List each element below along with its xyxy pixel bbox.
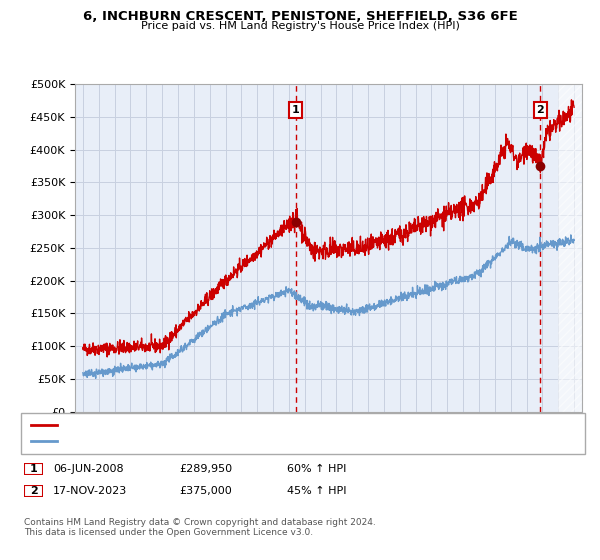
Bar xyxy=(558,84,582,412)
FancyBboxPatch shape xyxy=(24,463,43,475)
Text: 1: 1 xyxy=(292,105,299,115)
Text: 45% ↑ HPI: 45% ↑ HPI xyxy=(287,486,346,496)
Text: 06-JUN-2008: 06-JUN-2008 xyxy=(53,464,124,474)
Text: Contains HM Land Registry data © Crown copyright and database right 2024.
This d: Contains HM Land Registry data © Crown c… xyxy=(24,518,376,538)
Text: 60% ↑ HPI: 60% ↑ HPI xyxy=(287,464,346,474)
Text: £375,000: £375,000 xyxy=(179,486,232,496)
Text: 1: 1 xyxy=(30,464,37,474)
Text: 17-NOV-2023: 17-NOV-2023 xyxy=(53,486,127,496)
Text: Price paid vs. HM Land Registry's House Price Index (HPI): Price paid vs. HM Land Registry's House … xyxy=(140,21,460,31)
Text: 6, INCHBURN CRESCENT, PENISTONE, SHEFFIELD, S36 6FE (detached house): 6, INCHBURN CRESCENT, PENISTONE, SHEFFIE… xyxy=(62,421,461,431)
Text: £289,950: £289,950 xyxy=(179,464,232,474)
Text: 6, INCHBURN CRESCENT, PENISTONE, SHEFFIELD, S36 6FE: 6, INCHBURN CRESCENT, PENISTONE, SHEFFIE… xyxy=(83,10,517,23)
Text: HPI: Average price, detached house, Barnsley: HPI: Average price, detached house, Barn… xyxy=(62,436,300,446)
Text: 2: 2 xyxy=(30,486,37,496)
FancyBboxPatch shape xyxy=(24,485,43,497)
Text: 2: 2 xyxy=(536,105,544,115)
